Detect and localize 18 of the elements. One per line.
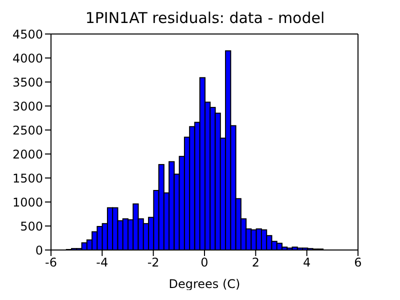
- y-tick-label: 2500: [12, 123, 43, 138]
- y-tick-label: 1000: [12, 195, 43, 210]
- x-tick-label: 0: [200, 256, 208, 270]
- x-tick-label: 6: [354, 256, 362, 270]
- chart-title: 1PIN1AT residuals: data - model: [84, 8, 326, 28]
- x-tick-label: 4: [303, 256, 311, 270]
- y-tick-label: 3000: [12, 99, 43, 114]
- y-tick-label: 500: [20, 219, 43, 234]
- y-tick-label: 4000: [12, 51, 43, 66]
- y-tick-label: 2000: [12, 147, 43, 162]
- y-tick-label: 3500: [12, 75, 43, 90]
- y-tick-label: 1500: [12, 171, 43, 186]
- y-tick-label: 0: [35, 243, 43, 258]
- x-tick-label: -6: [45, 256, 57, 270]
- x-tick-label: -2: [147, 256, 160, 270]
- x-tick-label: 2: [252, 256, 260, 270]
- y-tick-label: 4500: [12, 27, 43, 42]
- x-tick-label: -4: [96, 256, 108, 270]
